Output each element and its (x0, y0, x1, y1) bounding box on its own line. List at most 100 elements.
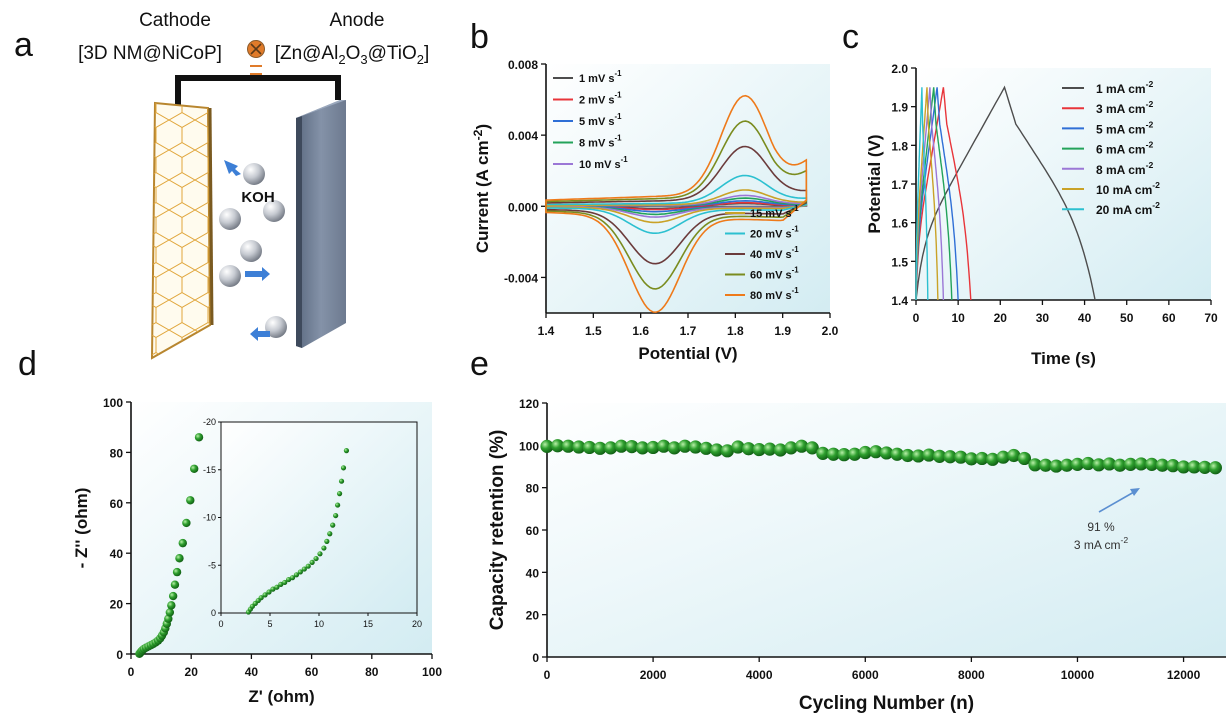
legend-label: 5 mV s-1 (579, 112, 622, 128)
y-tick-label: 1.9 (891, 101, 908, 115)
x-tick-label: 80 (365, 665, 379, 679)
inset-y-tick-label: -5 (208, 560, 216, 570)
legend-label: 40 mV s-1 (750, 245, 799, 261)
legend-label: 1 mV s-1 (579, 69, 622, 85)
panel-label-e: e (470, 345, 489, 383)
gcd-curve-4 (915, 87, 953, 301)
x-tick-label: 1.6 (632, 324, 649, 338)
gcd-curve-5 (915, 87, 945, 301)
x-tick-label: 2.0 (822, 324, 839, 338)
cathode-plate (150, 101, 214, 360)
x-axis-label: Time (s) (1031, 349, 1096, 368)
data-point (943, 450, 957, 464)
data-point (175, 554, 184, 563)
data-point (932, 449, 947, 463)
data-point (710, 443, 724, 457)
legend-label: 20 mV s-1 (750, 225, 799, 241)
inset-y-tick-label: -15 (203, 465, 216, 475)
cathode-material: [3D NM@NiCoP] (78, 43, 222, 64)
y-tick-label: 0 (532, 651, 539, 665)
data-point (731, 440, 745, 454)
inset-data-point (266, 589, 272, 595)
x-tick-label: 20 (185, 665, 199, 679)
legend-label: 6 mA cm-2 (1096, 140, 1153, 157)
inset-data-point (258, 595, 264, 601)
annotation-line-2: 3 mA cm-2 (1074, 535, 1129, 552)
inset-area (220, 421, 418, 614)
inset-data-point (274, 584, 280, 590)
x-tick-label: 60 (305, 665, 319, 679)
meter-symbol-icon (247, 40, 265, 75)
data-point (194, 433, 204, 442)
legend-label: 10 mV s-1 (579, 155, 628, 171)
y-tick-label: 1.4 (891, 294, 908, 308)
inset-data-point (330, 522, 336, 528)
legend-label: 5 mA cm-2 (1096, 119, 1153, 136)
inset-y-tick-label: -10 (203, 513, 216, 523)
data-point (1070, 457, 1085, 471)
data-point (164, 614, 173, 623)
data-point (167, 601, 176, 610)
y-tick-label: 0.000 (508, 200, 538, 214)
data-point (688, 440, 703, 454)
x-axis-label: Cycling Number (n) (799, 693, 974, 714)
data-point (795, 439, 809, 453)
y-tick-label: 100 (519, 439, 539, 453)
data-point (182, 518, 191, 528)
inset-data-point (338, 478, 345, 484)
data-point (551, 439, 565, 453)
gcd-curve-3 (915, 87, 959, 301)
inset-x-tick-label: 20 (412, 619, 422, 629)
data-point (170, 580, 180, 589)
legend: 1 mA cm-2 3 mA cm-2 5 mA cm-2 6 mA cm-2 8 mA… (1062, 79, 1160, 217)
y-tick-label: 60 (110, 497, 124, 511)
inset-data-point (336, 491, 343, 497)
y-tick-label: 1.5 (891, 255, 908, 269)
inset-data-point (297, 569, 303, 575)
anode-title: Anode (330, 10, 385, 31)
anode-material: [Zn@Al2O3@TiO2] (275, 43, 430, 67)
data-point (186, 496, 195, 505)
inset-data-point (282, 579, 288, 586)
y-axis-label: Current (A cm-2) (471, 124, 492, 253)
annotation-arrow-icon (1098, 491, 1135, 513)
panel-label-a: a (14, 26, 33, 64)
inset-data-point (333, 512, 339, 519)
data-point (911, 449, 925, 463)
y-tick-label: 1.7 (891, 178, 908, 192)
y-tick-label: 80 (110, 446, 124, 460)
x-tick-label: 0 (913, 311, 920, 325)
y-tick-label: 1.8 (891, 139, 908, 153)
plot-area (547, 403, 1226, 657)
plot-area (546, 64, 830, 313)
gcd-curve-6 (915, 87, 939, 301)
y-tick-label: 40 (526, 566, 540, 580)
data-point (985, 452, 1000, 466)
data-point (172, 567, 182, 577)
data-point (1060, 458, 1074, 472)
x-tick-label: 1.8 (727, 324, 744, 338)
panel-label-c: c (842, 18, 859, 56)
x-tick-label: 1.5 (585, 324, 602, 338)
data-point (1198, 460, 1212, 474)
cv-curve-8 (545, 145, 808, 265)
cycling-chart: 0 2000 4000 6000 8000 10000 12000 0 20 40 60 80 100 1… (487, 397, 1226, 714)
cv-chart: 1.4 1.5 1.6 1.7 1.8 1.9 2.0 -0.004 0.000 0.004 0.0… (471, 58, 839, 363)
annotation-arrowhead-icon (1130, 488, 1140, 496)
inset-data-point (317, 551, 323, 557)
y-axis-label: Capacity retention (%) (487, 430, 508, 631)
data-point (593, 441, 607, 455)
inset-data-point (293, 572, 300, 578)
data-point (1145, 457, 1159, 471)
data-point (699, 441, 713, 455)
data-point (773, 443, 788, 457)
data-point (954, 450, 968, 464)
ions (219, 163, 287, 338)
inset-y-tick-label: 0 (211, 608, 216, 618)
data-point (1155, 458, 1169, 472)
annotation-line-1: 91 % (1087, 520, 1115, 534)
data-point (826, 447, 841, 461)
x-tick-label: 60 (1162, 311, 1176, 325)
inset-data-point (278, 581, 284, 587)
cathode-title: Cathode (139, 10, 211, 31)
